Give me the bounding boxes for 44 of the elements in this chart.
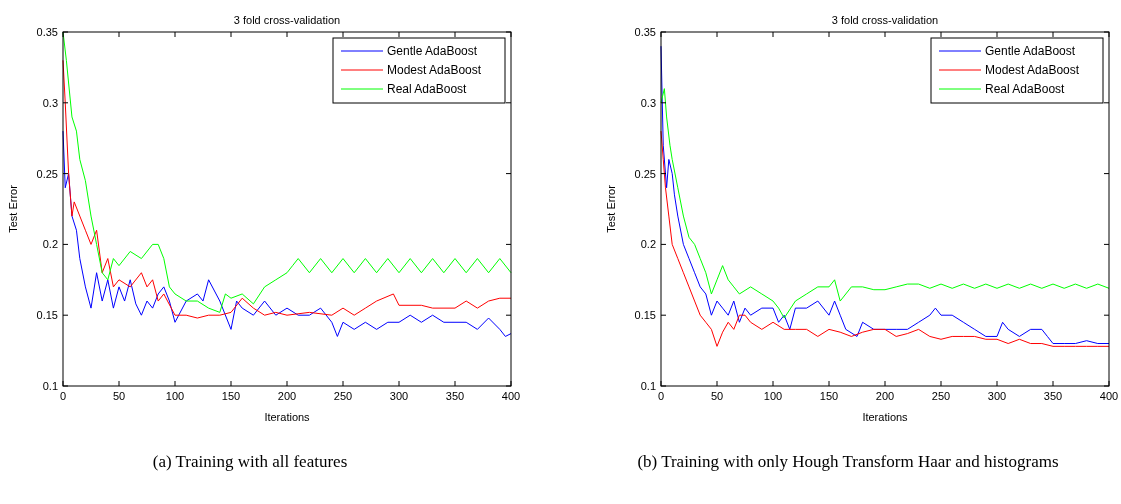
y-tick-label: 0.3 (640, 96, 656, 109)
y-tick-label: 0.35 (634, 26, 656, 38)
text: (b) Training with only Hough Transform Haar and histograms (637, 451, 1059, 473)
y-axis-title: Test Error (7, 184, 19, 233)
text: (a) Training with all features (152, 451, 348, 473)
legend-label: Gentle AdaBoost (985, 44, 1076, 58)
legend-label: Real AdaBoost (985, 82, 1066, 96)
x-tick-label: 100 (763, 390, 783, 402)
x-tick-label: 250 (931, 390, 951, 402)
x-tick-label: 400 (501, 390, 521, 402)
y-tick-label: 0.2 (640, 238, 656, 251)
legend-label: Real AdaBoost (387, 82, 468, 96)
x-tick-label: 100 (165, 390, 185, 402)
x-tick-label: 0 (657, 390, 665, 402)
y-tick-label: 0.15 (634, 309, 656, 322)
chart-title: 3 fold cross-validation (233, 14, 341, 26)
x-tick-label: 50 (112, 390, 126, 402)
x-tick-label: 0 (59, 390, 67, 402)
x-axis-title: Iterations (264, 411, 311, 423)
x-axis-title: Iterations (862, 411, 909, 423)
y-axis-title: Test Error (605, 184, 617, 233)
y-tick-label: 0.35 (36, 26, 58, 38)
y-tick-label: 0.3 (42, 96, 58, 109)
y-tick-label: 0.2 (42, 238, 58, 251)
x-tick-label: 150 (819, 390, 839, 402)
y-tick-label: 0.1 (42, 380, 58, 392)
legend-label: Gentle AdaBoost (387, 44, 478, 58)
y-tick-label: 0.25 (36, 167, 58, 180)
x-tick-label: 150 (221, 390, 241, 402)
x-tick-label: 400 (1099, 390, 1119, 402)
x-tick-label: 200 (277, 390, 297, 402)
x-tick-label: 250 (333, 390, 353, 402)
x-tick-label: 300 (389, 390, 409, 402)
y-tick-label: 0.25 (634, 167, 656, 180)
chart-title: 3 fold cross-validation (831, 14, 939, 26)
legend-label: Modest AdaBoost (387, 63, 482, 77)
x-tick-label: 300 (987, 390, 1007, 402)
x-tick-label: 200 (875, 390, 895, 402)
y-tick-label: 0.1 (640, 380, 656, 392)
y-tick-label: 0.15 (36, 309, 58, 322)
x-tick-label: 350 (1043, 390, 1063, 402)
x-tick-label: 350 (445, 390, 465, 402)
legend-label: Modest AdaBoost (985, 63, 1080, 77)
x-tick-label: 50 (710, 390, 724, 402)
